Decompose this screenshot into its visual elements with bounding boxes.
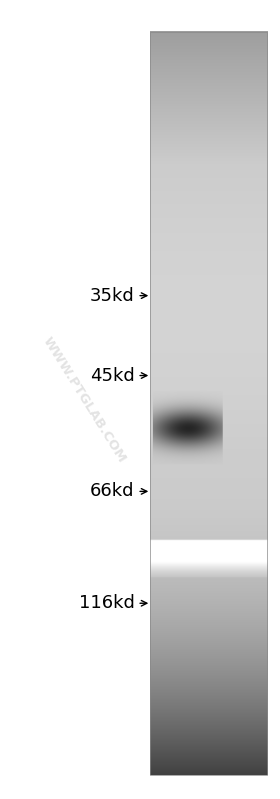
Text: 116kd: 116kd [78,594,134,612]
Text: 66kd: 66kd [90,483,134,500]
Text: 35kd: 35kd [90,287,134,304]
Text: WWW.PTGLAB.COM: WWW.PTGLAB.COM [40,334,128,465]
Text: 45kd: 45kd [90,367,134,384]
Bar [150,32,267,775]
